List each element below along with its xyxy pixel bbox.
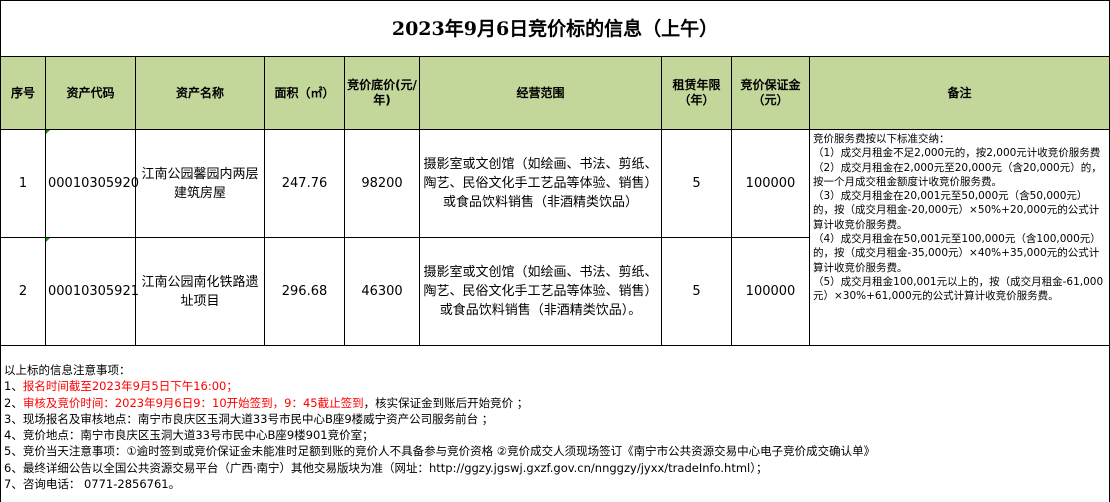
- cell-name: 江南公园馨园内两层建筑房屋: [135, 129, 265, 238]
- cell-price: 98200: [344, 129, 420, 238]
- table-row: 2 00010305921 江南公园南化铁路遗址项目 296.68 46300 …: [0, 237, 1110, 346]
- cell-years: 5: [661, 237, 732, 346]
- remark-line: （3）成交月租金在20,001元至50,000元（含50,000元）的，按（成交…: [813, 190, 1100, 231]
- table-row: 1 00010305920 江南公园馨园内两层建筑房屋 247.76 98200…: [0, 129, 1110, 346]
- cell-comment-marker: [46, 238, 50, 242]
- notes-section: 以上标的信息注意事项： 1、报名时间截至2023年9月5日下午16:00； 2、…: [0, 345, 1110, 502]
- remark-line: （5）成交月租金100,001元以上的，按（成交月租金-61,000元）×30%…: [813, 275, 1104, 303]
- note-number: 1、: [4, 379, 23, 394]
- note-line: 1、报名时间截至2023年9月5日下午16:00；: [4, 378, 1106, 394]
- cell-name: 江南公园南化铁路遗址项目: [135, 237, 265, 346]
- note-highlight: 审核及竞价时间：2023年9月6日9：10开始签到，9：45截止签到: [22, 395, 364, 410]
- cell-no: 2: [0, 237, 46, 346]
- cell-scope: 摄影室或文创馆（如绘画、书法、剪纸、陶艺、民俗文化手工艺品等体验、销售）或食品饮…: [419, 129, 662, 238]
- header-cell: 序号: [0, 56, 46, 130]
- header-cell: 租赁年限（年）: [661, 56, 732, 130]
- cell-comment-marker: [46, 130, 50, 134]
- note-line: 3、现场报名及审核地点：南宁市良庆区玉洞大道33号市民中心B座9楼威宁资产公司服…: [4, 411, 494, 426]
- header-cell: 竞价底价(元/年): [344, 56, 420, 130]
- remark-line: （4）成交月租金在50,001元至100,000元（含100,000元）的，按（…: [813, 233, 1101, 274]
- note-line: 6、最终详细公告以全国公共资源交易平台（广西·南宁）其他交易版块为准（网址：ht…: [4, 460, 768, 475]
- remark-line: （1）成交月租金不足2,000元的，按2,000元计收竞价服务费: [813, 147, 1101, 160]
- note-line: 7、咨询电话： 0771-2856761。: [4, 477, 181, 492]
- header-cell: 资产名称: [135, 56, 265, 130]
- cell-deposit: 100000: [731, 129, 810, 238]
- note-highlight: 报名时间截至2023年9月5日下午16:00；: [22, 379, 238, 394]
- cell-deposit: 100000: [731, 237, 810, 346]
- remark-line: 竞价服务费按以下标准交纳：: [813, 133, 950, 145]
- note-line: 2、审核及竞价时间：2023年9月6日9：10开始签到，9：45截止签到，核实保…: [4, 395, 1106, 411]
- cell-remarks: 竞价服务费按以下标准交纳： （1）成交月租金不足2,000元的，按2,000元计…: [808, 129, 1110, 346]
- note-line: 4、竞价地点：南宁市良庆区玉洞大道33号市民中心B座9楼901竞价室；: [4, 428, 374, 443]
- cell-area: 296.68: [264, 237, 345, 346]
- page-title: 2023年9月6日竞价标的信息（上午）: [0, 0, 1110, 57]
- header-cell: 面积（㎡）: [264, 56, 345, 130]
- notes-heading: 以上标的信息注意事项：: [4, 363, 131, 377]
- cell-area: 247.76: [264, 129, 345, 238]
- note-text: ，核实保证金到账后开始竞价 ；: [363, 395, 529, 410]
- cell-no: 1: [0, 129, 46, 238]
- cell-code: 00010305920: [45, 129, 139, 238]
- remark-line: （2）成交月租金在2,000元至20,000元（含20,000元）的，按一个月成…: [813, 161, 1102, 188]
- header-cell: 备注: [808, 56, 1110, 130]
- header-row: 序号 资产代码 资产名称 面积（㎡） 竞价底价(元/年) 经营范围 租赁年限（年…: [0, 56, 1110, 130]
- note-line: 5、竞价当天注意事项：①逾时签到或竞价保证金未能准时足额到账的竞价人不具备参与竞…: [4, 444, 876, 459]
- cell-price: 46300: [344, 237, 420, 346]
- cell-code: 00010305921: [45, 237, 139, 346]
- note-number: 2、: [4, 395, 23, 410]
- header-cell: 竞价保证金（元）: [731, 56, 810, 130]
- header-cell: 资产代码: [45, 56, 136, 130]
- cell-years: 5: [661, 129, 732, 238]
- cell-scope: 摄影室或文创馆（如绘画、书法、剪纸、陶艺、民俗文化手工艺品等体验、销售）或食品饮…: [419, 237, 662, 346]
- header-cell: 经营范围: [419, 56, 662, 130]
